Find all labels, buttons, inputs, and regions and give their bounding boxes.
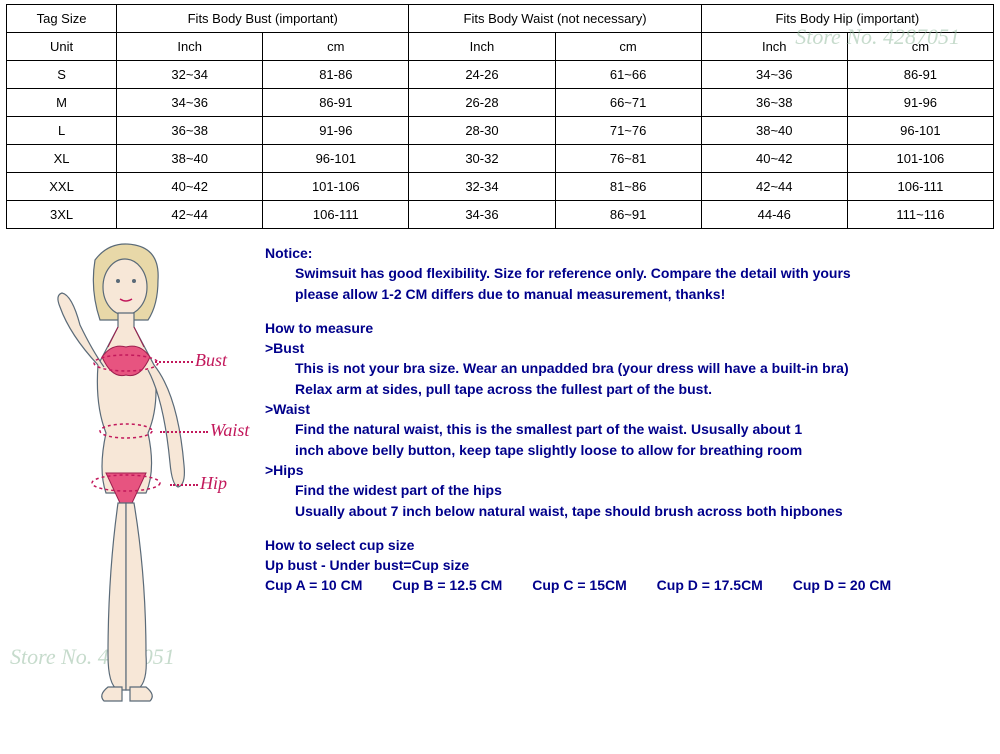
bust-line2: Relax arm at sides, pull tape across the… [265,379,990,399]
cell-waist-in: 24-26 [409,61,555,89]
th-inch: Inch [409,33,555,61]
cup-values: Cup A = 10 CM Cup B = 12.5 CM Cup C = 15… [265,575,990,595]
waist-line2: inch above belly button, keep tape sligh… [265,440,990,460]
th-hip: Fits Body Hip (important) [701,5,993,33]
th-bust: Fits Body Bust (important) [117,5,409,33]
th-inch: Inch [117,33,263,61]
hip-label: Hip [200,473,227,494]
cell-waist-in: 34-36 [409,201,555,229]
cup-d: Cup D = 17.5CM [657,575,763,595]
cup-e: Cup D = 20 CM [793,575,891,595]
cell-hip-in: 36~38 [701,89,847,117]
waist-line1: Find the natural waist, this is the smal… [265,419,990,439]
cell-hip-cm: 91-96 [847,89,993,117]
bust-label: Bust [195,350,227,371]
table-row: L36~3891-9628-3071~7638~4096-101 [7,117,994,145]
cell-hip-cm: 86-91 [847,61,993,89]
bust-leader-line [155,361,193,363]
cell-waist-cm: 66~71 [555,89,701,117]
cell-waist-cm: 71~76 [555,117,701,145]
th-inch: Inch [701,33,847,61]
cup-formula: Up bust - Under bust=Cup size [265,555,990,575]
cell-hip-in: 38~40 [701,117,847,145]
cell-size: M [7,89,117,117]
cell-waist-cm: 61~66 [555,61,701,89]
table-row: XL38~4096-10130-3276~8140~42101-106 [7,145,994,173]
cell-hip-cm: 106-111 [847,173,993,201]
waist-leader-line [160,431,208,433]
notice-heading: Notice: [265,243,990,263]
th-cm: cm [263,33,409,61]
cell-hip-in: 44-46 [701,201,847,229]
table-header-row-1: Tag SizeFits Body Bust (important)Fits B… [7,5,994,33]
notice-line1: Swimsuit has good flexibility. Size for … [265,263,990,283]
waist-heading: >Waist [265,399,990,419]
cell-waist-in: 30-32 [409,145,555,173]
cell-bust-cm: 81-86 [263,61,409,89]
cell-bust-cm: 96-101 [263,145,409,173]
cup-heading: How to select cup size [265,535,990,555]
cell-waist-in: 26-28 [409,89,555,117]
cell-bust-cm: 101-106 [263,173,409,201]
cell-hip-in: 42~44 [701,173,847,201]
table-row: M34~3686-9126-2866~7136~3891-96 [7,89,994,117]
cup-b: Cup B = 12.5 CM [392,575,502,595]
cell-bust-cm: 86-91 [263,89,409,117]
cell-hip-in: 40~42 [701,145,847,173]
th-cm: cm [555,33,701,61]
cell-bust-in: 36~38 [117,117,263,145]
instructions-text: Notice: Swimsuit has good flexibility. S… [265,235,1000,710]
cell-hip-cm: 96-101 [847,117,993,145]
hips-line1: Find the widest part of the hips [265,480,990,500]
cell-hip-cm: 111~116 [847,201,993,229]
cell-bust-in: 42~44 [117,201,263,229]
size-chart-table: Tag SizeFits Body Bust (important)Fits B… [6,4,994,229]
cell-waist-cm: 76~81 [555,145,701,173]
cell-hip-cm: 101-106 [847,145,993,173]
bust-heading: >Bust [265,338,990,358]
cell-bust-cm: 106-111 [263,201,409,229]
cell-bust-in: 34~36 [117,89,263,117]
hips-heading: >Hips [265,460,990,480]
cell-size: L [7,117,117,145]
cup-a: Cup A = 10 CM [265,575,362,595]
table-row: 3XL42~44106-11134-3686~9144-46111~116 [7,201,994,229]
how-measure-heading: How to measure [265,318,990,338]
cell-size: XL [7,145,117,173]
table-row: S32~3481-8624-2661~6634~3686-91 [7,61,994,89]
cell-size: XXL [7,173,117,201]
table-row: XXL40~42101-10632-3481~8642~44106-111 [7,173,994,201]
cell-waist-in: 28-30 [409,117,555,145]
cell-hip-in: 34~36 [701,61,847,89]
cell-size: 3XL [7,201,117,229]
cell-waist-in: 32-34 [409,173,555,201]
hips-line2: Usually about 7 inch below natural waist… [265,501,990,521]
notice-line2: please allow 1-2 CM differs due to manua… [265,284,990,304]
cell-bust-cm: 91-96 [263,117,409,145]
bust-line1: This is not your bra size. Wear an unpad… [265,358,990,378]
cup-c: Cup C = 15CM [532,575,627,595]
cell-bust-in: 40~42 [117,173,263,201]
measurement-figure: Bust Waist Hip [0,235,265,710]
table-header-row-2: UnitInchcmInchcmInchcm [7,33,994,61]
cell-size: S [7,61,117,89]
cell-waist-cm: 81~86 [555,173,701,201]
cell-waist-cm: 86~91 [555,201,701,229]
th-waist: Fits Body Waist (not necessary) [409,5,701,33]
cell-bust-in: 32~34 [117,61,263,89]
th-tag-size: Tag Size [7,5,117,33]
hip-leader-line [170,484,198,486]
th-cm: cm [847,33,993,61]
waist-label: Waist [210,420,249,441]
th-unit: Unit [7,33,117,61]
cell-bust-in: 38~40 [117,145,263,173]
